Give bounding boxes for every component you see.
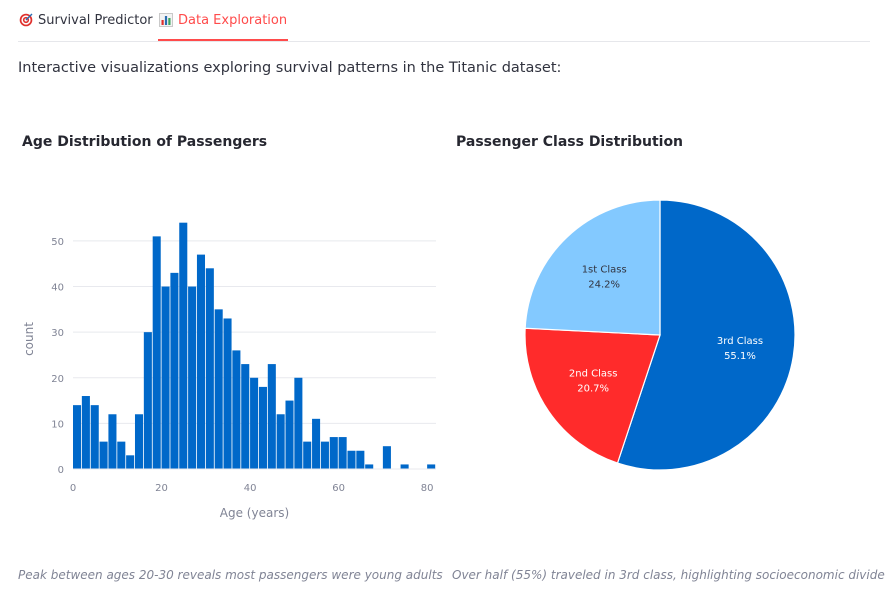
histogram-bar xyxy=(320,441,329,469)
histogram-bar xyxy=(196,254,206,469)
y-tick-label: 30 xyxy=(51,328,64,339)
x-tick-label: 80 xyxy=(421,483,434,494)
x-tick-label: 40 xyxy=(244,483,257,494)
histogram-bar xyxy=(329,437,338,469)
histogram-bar xyxy=(73,405,82,469)
tab-survival-predictor[interactable]: Survival Predictor xyxy=(18,0,153,40)
pie-slice-label: 3rd Class xyxy=(717,336,763,347)
histogram-bar xyxy=(347,450,356,469)
y-tick-label: 0 xyxy=(58,465,64,476)
y-tick-label: 40 xyxy=(51,283,64,294)
x-tick-label: 20 xyxy=(155,483,168,494)
histogram-bar xyxy=(427,464,436,469)
y-tick-label: 20 xyxy=(51,374,64,385)
x-tick-label: 0 xyxy=(70,483,76,494)
histogram-bar xyxy=(400,464,409,469)
intro-text: Interactive visualizations exploring sur… xyxy=(18,60,562,76)
histogram-bar xyxy=(232,350,241,469)
histogram-bar xyxy=(250,377,259,469)
bar-chart-icon xyxy=(158,13,173,28)
class-pie-chart: 3rd Class 55.1% 2nd Class 20.7% 1st Class 24.… xyxy=(524,199,796,471)
histogram-bar xyxy=(258,386,267,469)
histogram-bar xyxy=(99,441,108,469)
histogram-bar xyxy=(303,441,312,469)
histogram-bar xyxy=(241,364,250,469)
histogram-bar xyxy=(108,414,117,469)
y-tick-label: 50 xyxy=(51,237,64,248)
histogram-bar xyxy=(356,450,365,469)
age-histogram: 0 10 20 30 40 50 0 20 40 60 80 Age (years) count xyxy=(22,222,436,520)
histogram-bar xyxy=(152,236,161,469)
class-chart-caption: Over half (55%) traveled in 3rd class, h… xyxy=(452,568,885,582)
pie-slice-percent: 20.7% xyxy=(577,384,609,395)
pie-slice-percent: 55.1% xyxy=(724,351,756,362)
tab-label: Survival Predictor xyxy=(38,12,153,28)
tab-label: Data Exploration xyxy=(178,12,288,28)
age-chart-caption: Peak between ages 20-30 reveals most pas… xyxy=(18,568,443,582)
y-tick-label: 10 xyxy=(51,419,64,430)
histogram-bar xyxy=(267,364,276,469)
histogram-bar xyxy=(365,464,374,469)
histogram-bar xyxy=(276,414,285,469)
histogram-bar xyxy=(117,441,126,469)
histogram-bar xyxy=(294,377,303,469)
tab-data-exploration[interactable]: Data Exploration xyxy=(158,0,289,41)
histogram-bar xyxy=(161,286,170,469)
y-axis-label: count xyxy=(22,322,36,356)
histogram-bar xyxy=(143,332,152,469)
histogram-bar xyxy=(126,455,135,469)
histogram-bar xyxy=(338,437,347,469)
pie-slice-percent: 24.2% xyxy=(588,279,620,290)
pie-slice xyxy=(524,199,661,336)
class-chart-title: Passenger Class Distribution xyxy=(456,134,684,150)
x-tick-label: 60 xyxy=(332,483,345,494)
histogram-bar xyxy=(134,414,144,469)
histogram-bar xyxy=(214,309,223,469)
histogram-bar xyxy=(285,400,294,469)
histogram-bar xyxy=(188,286,197,469)
tab-bar: Survival Predictor Data Exploration xyxy=(18,0,870,42)
histogram-bar xyxy=(179,222,188,469)
histogram-bar xyxy=(81,396,90,469)
pie-slice-label: 1st Class xyxy=(582,264,627,275)
target-icon xyxy=(18,13,33,28)
pie-slice-label: 2nd Class xyxy=(569,369,618,380)
histogram-bar xyxy=(223,318,232,469)
histogram-bar xyxy=(90,405,99,469)
histogram-bar xyxy=(170,272,179,469)
histogram-bar xyxy=(312,418,321,469)
age-chart-title: Age Distribution of Passengers xyxy=(22,134,268,150)
pie-slice xyxy=(524,327,661,464)
histogram-bar xyxy=(382,446,391,469)
x-axis-label: Age (years) xyxy=(220,506,289,520)
histogram-bar xyxy=(205,268,214,469)
pie-slice xyxy=(616,199,796,471)
